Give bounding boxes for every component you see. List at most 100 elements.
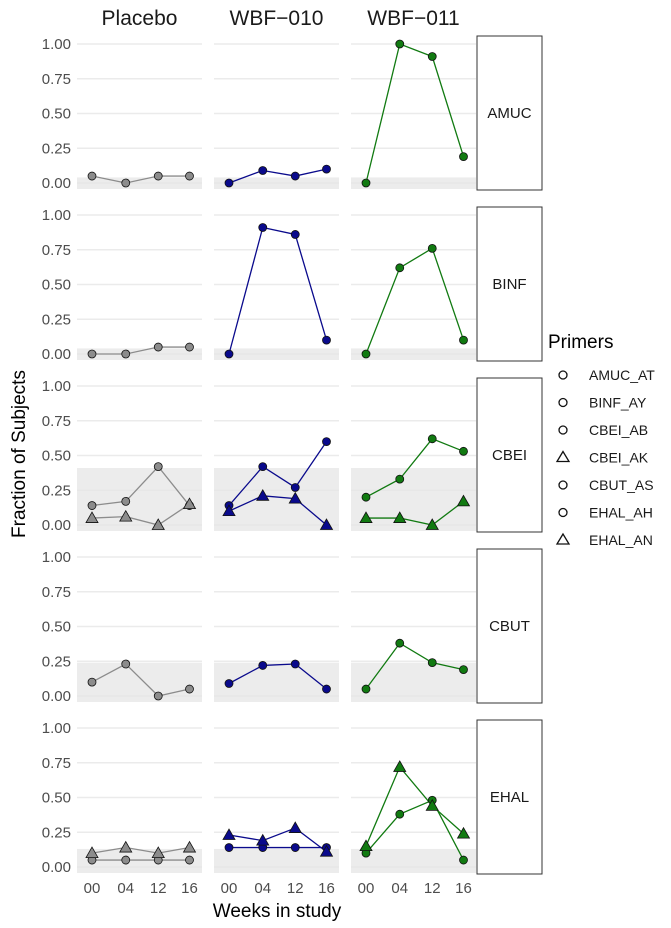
- x-tick-wbf-011-12: 12: [424, 880, 441, 897]
- series-line-ehal-placebo-ehal-an: [91, 846, 190, 854]
- point-ehal-placebo-ehal-ah-04: [121, 855, 131, 865]
- y-tick-cbei-0-75: 0.75: [42, 413, 71, 430]
- grid-layer: [77, 43, 476, 868]
- point-cbei-placebo-cbei-ab-00: [87, 501, 97, 510]
- point-cbut-wbf-010-cbut-as-00: [224, 679, 234, 688]
- series-line-amuc-wbf-010-amuc-at: [228, 168, 327, 184]
- series-line-cbut-wbf-010-cbut-as: [228, 663, 327, 690]
- column-title-wbf-011: WBF−011: [367, 7, 459, 30]
- point-layer: [85, 39, 471, 865]
- x-tick-wbf-011-04: 04: [391, 880, 408, 897]
- x-tick-placebo-00: 00: [84, 880, 101, 897]
- point-cbei-wbf-011-cbei-ak-16: [456, 494, 471, 507]
- point-cbei-placebo-cbei-ab-04: [121, 496, 131, 506]
- point-cbei-placebo-cbei-ak-12: [151, 518, 165, 530]
- series-line-cbei-placebo-cbei-ab: [91, 465, 191, 507]
- y-tick-cbei-0-50: 0.50: [42, 448, 71, 465]
- legend-label-cbut-as: CBUT_AS: [589, 477, 654, 493]
- point-amuc-wbf-010-amuc-at-00: [224, 178, 234, 188]
- point-cbei-wbf-011-cbei-ak-04: [393, 511, 407, 523]
- point-binf-wbf-010-binf-ay-00: [224, 349, 234, 359]
- series-line-cbei-wbf-011-cbei-ab: [365, 438, 464, 498]
- point-ehal-placebo-ehal-an-16: [182, 840, 197, 853]
- y-tick-ehal-1-00: 1.00: [42, 720, 71, 737]
- label-layer: Placebo WBF−010 WBF−011 0.00 0.25 0.50 0.75 1.0…: [42, 7, 472, 897]
- point-binf-wbf-011-binf-ay-04: [395, 263, 405, 273]
- legend-label-ehal-an: EHAL_AN: [589, 532, 653, 548]
- x-axis-title: Weeks in study: [213, 901, 342, 922]
- strip-box-cbei: [476, 377, 543, 533]
- y-tick-cbut-0-00: 0.00: [42, 688, 71, 705]
- reference-band-ehal-wbf-010: [214, 848, 339, 873]
- legend-key-binf-ay: [558, 397, 568, 408]
- series-line-ehal-wbf-010-ehal-an: [228, 827, 327, 853]
- y-tick-ehal-0-50: 0.50: [42, 790, 71, 807]
- point-cbut-placebo-cbut-as-12: [153, 691, 163, 701]
- reference-band-amuc-wbf-010: [214, 177, 339, 189]
- x-tick-placebo-12: 12: [150, 880, 167, 897]
- y-tick-cbei-0-00: 0.00: [42, 517, 71, 534]
- legend-label-ehal-ah: EHAL_AH: [589, 505, 653, 521]
- point-amuc-placebo-amuc-at-16: [185, 171, 194, 181]
- strip-box-cbut: [476, 548, 543, 704]
- column-title-wbf-010: WBF−010: [230, 7, 324, 30]
- series-line-binf-wbf-011-binf-ay: [365, 247, 465, 355]
- legend-key-ehal-ah: [558, 507, 568, 518]
- y-tick-binf-1-00: 1.00: [42, 207, 71, 224]
- point-binf-placebo-binf-ay-12: [153, 342, 163, 352]
- y-tick-ehal-0-25: 0.25: [42, 824, 71, 841]
- point-cbei-wbf-010-cbei-ab-16: [322, 437, 331, 447]
- point-cbei-wbf-010-cbei-ak-04: [256, 489, 270, 501]
- point-ehal-placebo-ehal-an-04: [119, 840, 133, 853]
- legend-key-cbei-ab: [558, 425, 568, 435]
- point-amuc-wbf-011-amuc-at-16: [459, 152, 468, 161]
- point-ehal-placebo-ehal-an-00: [85, 846, 99, 858]
- x-tick-wbf-011-00: 00: [358, 880, 375, 897]
- point-cbei-wbf-010-cbei-ak-00: [222, 504, 236, 516]
- y-tick-cbut-1-00: 1.00: [42, 549, 71, 566]
- y-tick-cbei-1-00: 1.00: [42, 378, 71, 395]
- series-line-cbut-wbf-011-cbut-as: [365, 642, 464, 690]
- y-tick-binf-0-00: 0.00: [42, 346, 71, 363]
- point-amuc-wbf-010-amuc-at-12: [290, 171, 300, 181]
- point-cbut-placebo-cbut-as-04: [121, 659, 131, 669]
- strip-layer: AMUC BINF CBEI CBUT EHAL: [476, 35, 543, 875]
- point-binf-placebo-binf-ay-00: [87, 349, 97, 359]
- series-line-cbut-placebo-cbut-as: [91, 663, 190, 697]
- point-amuc-wbf-011-amuc-at-04: [395, 39, 405, 49]
- reference-band-amuc-placebo: [77, 177, 202, 189]
- point-amuc-wbf-011-amuc-at-00: [361, 178, 371, 188]
- y-tick-amuc-0-75: 0.75: [42, 71, 71, 88]
- x-tick-wbf-010-12: 12: [287, 880, 304, 897]
- point-cbei-wbf-011-cbei-ab-16: [459, 446, 468, 456]
- point-amuc-placebo-amuc-at-04: [121, 178, 131, 188]
- y-tick-cbut-0-50: 0.50: [42, 619, 71, 636]
- x-tick-wbf-011-16: 16: [455, 880, 472, 897]
- point-ehal-wbf-011-ehal-ah-16: [459, 855, 468, 865]
- reference-band-cbei-wbf-010: [214, 468, 339, 531]
- series-line-cbei-wbf-010-cbei-ak: [228, 495, 327, 526]
- point-ehal-wbf-010-ehal-an-00: [222, 828, 236, 840]
- point-ehal-wbf-011-ehal-an-00: [359, 839, 373, 852]
- legend-label-cbei-ak: CBEI_AK: [589, 450, 649, 466]
- series-line-binf-wbf-010-binf-ay: [228, 226, 328, 355]
- y-tick-cbut-0-75: 0.75: [42, 584, 71, 601]
- point-ehal-wbf-010-ehal-an-04: [256, 833, 270, 846]
- point-cbei-placebo-cbei-ab-12: [153, 462, 163, 472]
- point-ehal-wbf-011-ehal-an-16: [456, 826, 471, 839]
- strip-box-ehal: [476, 719, 543, 875]
- legend-title: Primers: [548, 332, 613, 353]
- legend-key-ehal-an: [555, 532, 571, 545]
- column-title-placebo: Placebo: [102, 7, 178, 30]
- x-tick-placebo-04: 04: [117, 880, 134, 897]
- point-binf-wbf-011-binf-ay-16: [459, 335, 468, 345]
- x-tick-wbf-010-04: 04: [254, 880, 271, 897]
- point-binf-wbf-011-binf-ay-12: [427, 243, 437, 253]
- y-tick-cbut-0-25: 0.25: [42, 653, 71, 670]
- series-line-ehal-wbf-011-ehal-an: [365, 765, 464, 847]
- series-line-cbei-wbf-011-cbei-ak: [366, 500, 464, 526]
- legend-label-cbei-ab: CBEI_AB: [589, 422, 648, 438]
- y-tick-ehal-0-75: 0.75: [42, 755, 71, 772]
- legend-key-amuc-at: [558, 370, 568, 380]
